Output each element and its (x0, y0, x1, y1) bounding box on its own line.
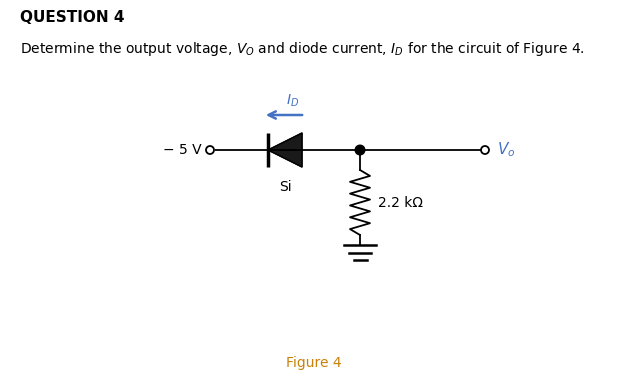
Text: Determine the output voltage, $V_O$ and diode current, $I_D$ for the circuit of : Determine the output voltage, $V_O$ and … (20, 40, 585, 58)
Text: Si: Si (278, 180, 292, 194)
Polygon shape (268, 133, 302, 167)
Text: 2.2 kΩ: 2.2 kΩ (378, 196, 423, 209)
Text: $V_o$: $V_o$ (497, 141, 515, 159)
Text: $I_D$: $I_D$ (287, 93, 300, 109)
Text: − 5 V: − 5 V (164, 143, 202, 157)
Text: Figure 4: Figure 4 (286, 356, 342, 370)
Circle shape (356, 145, 365, 155)
Text: QUESTION 4: QUESTION 4 (20, 10, 125, 25)
